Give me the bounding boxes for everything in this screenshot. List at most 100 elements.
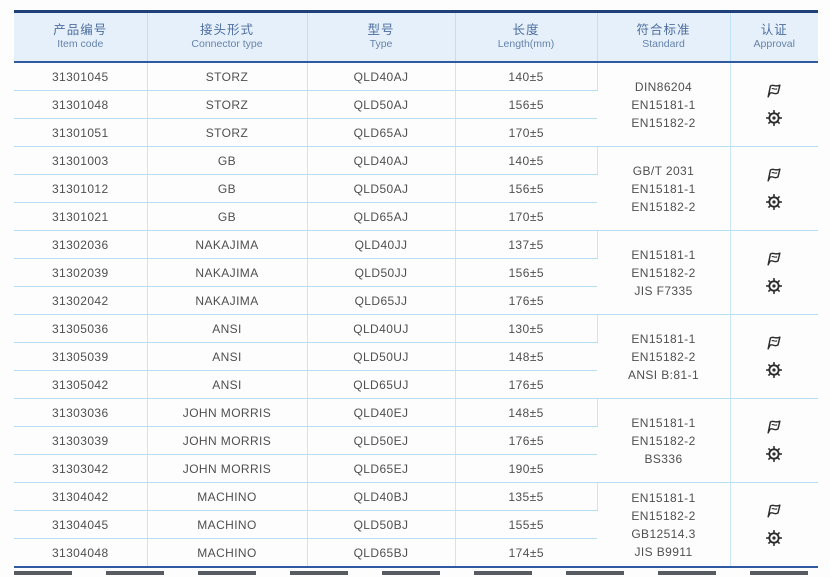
table-row: 31302036 NAKAJIMA QLD40JJ 137±5 EN15181-1 EN1… — [14, 230, 818, 315]
header-label-cn: 认证 — [760, 23, 788, 37]
standard-line: EN15181-1 — [631, 247, 696, 262]
standard-line: EN15182-2 — [631, 433, 696, 448]
product-spec-table: 产品编号 Item code 接头形式 Connector type 型号 Type 长度 L… — [14, 10, 818, 568]
item-code-cell: 31304048 — [14, 538, 148, 567]
table-row: 31303042 JOHN MORRIS QLD65EJ 190±5 — [14, 454, 818, 483]
header-label-cn: 型号 — [367, 23, 395, 37]
item-code-cell: 31301045 — [14, 62, 148, 91]
column-header-standard: 符合标准 Standard — [597, 11, 731, 63]
approval-cell — [730, 230, 819, 315]
standard-line: JIS B9911 — [634, 544, 693, 559]
table-header: 产品编号 Item code 接头形式 Connector type 型号 Type 长度 L… — [14, 11, 818, 63]
type-cell: QLD40UJ — [307, 314, 456, 343]
approval-cell — [730, 398, 819, 483]
approval-icons — [731, 334, 819, 379]
approval-cell — [730, 146, 819, 231]
header-label-en: Approval — [753, 38, 795, 50]
type-cell: QLD65JJ — [307, 286, 456, 315]
approval-icons — [731, 418, 819, 463]
table-row: 31301045 STORZ QLD40AJ 140±5 DIN86204 EN15181… — [14, 62, 818, 147]
header-label-cn: 接头形式 — [199, 23, 254, 37]
table-row: 31303036 JOHN MORRIS QLD40EJ 148±5 EN15181-1… — [14, 398, 818, 483]
table-row: 31301048 STORZ QLD50AJ 156±5 — [14, 90, 818, 119]
standard-line: EN15182-2 — [631, 115, 696, 130]
table-row: 31305042 ANSI QLD65UJ 176±5 — [14, 370, 818, 399]
item-code-cell: 31301012 — [14, 174, 148, 203]
column-header-item-code: 产品编号 Item code — [14, 11, 148, 63]
table-row: 31304045 MACHINO QLD50BJ 155±5 — [14, 510, 818, 539]
standard-line: EN15182-2 — [631, 265, 696, 280]
type-cell: QLD65AJ — [307, 118, 456, 147]
table-row: 31301012 GB QLD50AJ 156±5 — [14, 174, 818, 203]
standard-line: EN15182-2 — [631, 199, 696, 214]
column-header-length-mm-: 长度 Length(mm) — [455, 11, 598, 63]
item-code-cell: 31305036 — [14, 314, 148, 343]
certification-flag-icon — [765, 250, 783, 268]
connector-type-cell: NAKAJIMA — [147, 286, 308, 315]
item-code-cell: 31302042 — [14, 286, 148, 315]
column-header-approval: 认证 Approval — [730, 11, 818, 63]
approval-icons — [731, 166, 819, 211]
certification-flag-icon — [765, 418, 783, 436]
length-cell: 148±5 — [455, 342, 597, 371]
type-cell: QLD65AJ — [307, 202, 456, 231]
length-cell: 170±5 — [455, 118, 597, 147]
header-label-en: Type — [369, 38, 393, 50]
type-cell: QLD50JJ — [307, 258, 456, 287]
connector-type-cell: MACHINO — [147, 510, 308, 539]
approval-cell — [730, 482, 818, 568]
cropped-bottom-edge — [14, 571, 818, 575]
header-label-en: Length(mm) — [497, 38, 555, 50]
item-code-cell: 31301051 — [14, 118, 148, 147]
length-cell: 170±5 — [455, 202, 597, 231]
standard-cell: EN15181-1 EN15182-2 ANSI B:81-1 — [597, 314, 731, 399]
header-label-cn: 符合标准 — [636, 23, 691, 37]
item-code-cell: 31303039 — [14, 426, 148, 455]
standard-line: DIN86204 — [634, 79, 693, 94]
table-row: 31301021 GB QLD65AJ 170±5 — [14, 202, 818, 231]
standard-cell: EN15181-1 EN15182-2 JIS F7335 — [597, 230, 731, 315]
standard-cell: DIN86204 EN15181-1 EN15182-2 — [597, 62, 731, 147]
item-code-cell: 31302039 — [14, 258, 148, 287]
standard-line: EN15181-1 — [631, 331, 696, 346]
connector-type-cell: ANSI — [147, 342, 308, 371]
connector-type-cell: ANSI — [147, 370, 308, 399]
type-cell: QLD65UJ — [307, 370, 456, 399]
type-cell: QLD40AJ — [307, 146, 456, 175]
connector-type-cell: ANSI — [147, 314, 308, 343]
wheelmark-icon — [765, 361, 783, 379]
length-cell: 137±5 — [455, 230, 598, 259]
standard-line: EN15181-1 — [631, 490, 696, 505]
approval-cell — [730, 314, 819, 399]
table-body: 31301045 STORZ QLD40AJ 140±5 DIN86204 EN15181… — [14, 62, 819, 568]
connector-type-cell: STORZ — [147, 62, 308, 91]
approval-icons — [731, 82, 819, 127]
connector-type-cell: GB — [147, 202, 308, 231]
connector-type-cell: STORZ — [147, 118, 308, 147]
length-cell: 148±5 — [455, 398, 598, 427]
item-code-cell: 31303042 — [14, 454, 148, 483]
length-cell: 176±5 — [455, 286, 597, 315]
length-cell: 155±5 — [455, 510, 597, 539]
header-label-cn: 产品编号 — [53, 23, 108, 37]
header-label-en: Item code — [57, 38, 104, 50]
wheelmark-icon — [765, 277, 783, 295]
standard-cell: GB/T 2031 EN15181-1 EN15182-2 — [597, 146, 731, 231]
standard-line: EN15181-1 — [631, 181, 696, 196]
approval-icons — [731, 250, 819, 295]
standard-line: GB12514.3 — [631, 526, 696, 541]
item-code-cell: 31305042 — [14, 370, 148, 399]
certification-flag-icon — [765, 502, 783, 520]
item-code-cell: 31305039 — [14, 342, 148, 371]
table-row: 31305036 ANSI QLD40UJ 130±5 EN15181-1 EN15182… — [14, 314, 818, 399]
item-code-cell: 31301021 — [14, 202, 148, 231]
connector-type-cell: JOHN MORRIS — [147, 398, 308, 427]
connector-type-cell: MACHINO — [147, 482, 308, 511]
length-cell: 156±5 — [455, 258, 597, 287]
type-cell: QLD65BJ — [307, 538, 456, 567]
length-cell: 135±5 — [455, 482, 598, 511]
length-cell: 140±5 — [455, 146, 598, 175]
wheelmark-icon — [765, 445, 783, 463]
type-cell: QLD40BJ — [307, 482, 456, 511]
standard-line: EN15181-1 — [631, 97, 696, 112]
